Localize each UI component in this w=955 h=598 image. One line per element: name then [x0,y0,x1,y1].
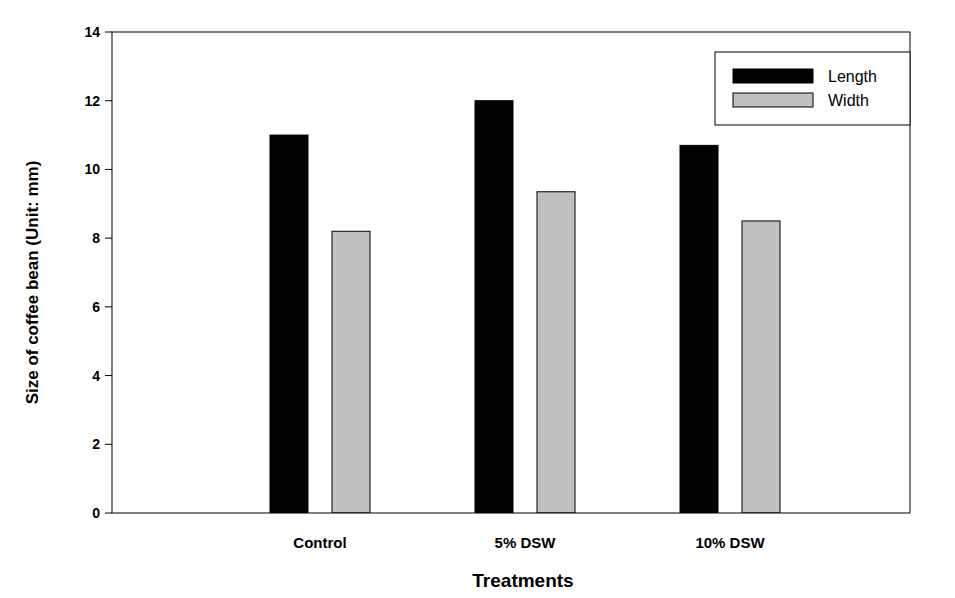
y-tick [105,306,112,307]
x-tick-label: 5% DSW [495,534,557,551]
y-tick-label: 10 [84,161,100,177]
y-tick-label: 0 [92,505,100,521]
bar [742,221,780,513]
y-tick-label: 2 [92,436,100,452]
bar [270,135,308,513]
y-axis-label: Size of coffee bean (Unit: mm) [23,161,42,405]
chart: 0 2 4 6 8 10 12 14 Control 5% DSW 10% DSW Treatment… [0,0,955,598]
legend: Length Width [715,52,910,125]
legend-box [715,52,910,125]
y-tick-label: 12 [84,93,100,109]
bars [270,101,780,513]
y-tick [105,32,112,33]
bar [537,192,575,513]
y-tick [105,100,112,101]
y-tick-label: 8 [92,230,100,246]
y-tick-label: 4 [92,368,100,384]
legend-label: Width [828,92,869,109]
y-tick-label: 6 [92,299,100,315]
y-tick [105,375,112,376]
chart-container: 0 2 4 6 8 10 12 14 Control 5% DSW 10% DSW Treatment… [0,0,955,598]
legend-swatch [733,93,813,107]
x-tick-label: 10% DSW [695,534,765,551]
y-tick [105,444,112,445]
bar [332,231,370,513]
x-tick-label: Control [293,534,346,551]
y-tick [105,169,112,170]
y-tick-label: 14 [84,24,100,40]
x-axis-label: Treatments [472,570,573,591]
legend-label: Length [828,68,877,85]
bar [680,145,718,513]
plot-frame [112,32,910,513]
legend-swatch [733,69,813,83]
bar [475,101,513,513]
y-tick [105,513,112,514]
y-tick [105,238,112,239]
